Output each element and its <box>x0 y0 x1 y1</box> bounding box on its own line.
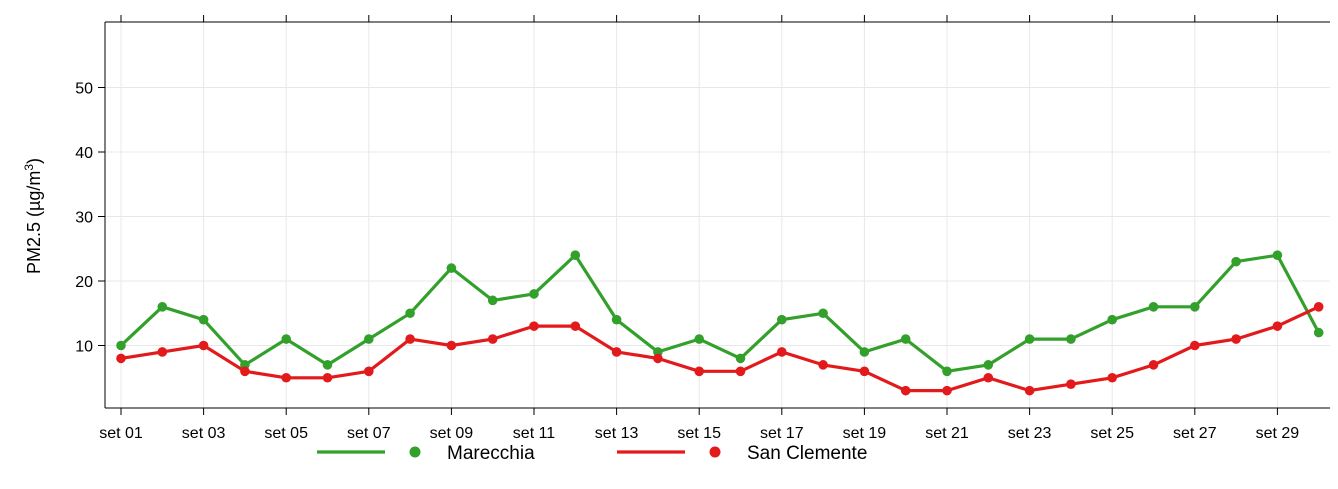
data-point <box>694 366 704 377</box>
legend-point-swatch <box>709 446 721 458</box>
x-tick-label: set 19 <box>843 425 887 442</box>
x-tick-label: set 15 <box>677 425 721 442</box>
data-point <box>818 308 828 319</box>
x-tick-label: set 21 <box>925 425 969 442</box>
legend-point-swatch <box>409 446 421 458</box>
series-layer <box>116 250 1324 396</box>
data-point <box>364 334 374 344</box>
data-point <box>694 334 704 344</box>
y-tick-label: 10 <box>75 339 93 356</box>
x-tick-label: set 01 <box>99 425 143 442</box>
data-point <box>198 340 209 351</box>
data-point <box>611 314 622 325</box>
data-point <box>116 340 126 351</box>
x-tick-label: set 27 <box>1173 425 1217 442</box>
y-tick-label: 40 <box>75 145 93 162</box>
x-tick-label: set 13 <box>595 425 639 442</box>
data-point <box>859 366 870 377</box>
series-line <box>119 253 1321 373</box>
data-point <box>322 372 333 383</box>
data-point <box>487 334 498 344</box>
x-tick-label: set 25 <box>1090 425 1134 442</box>
data-point <box>942 366 952 377</box>
data-point <box>983 360 994 370</box>
x-tick-label: set 29 <box>1256 425 1300 442</box>
x-tick-label: set 05 <box>264 425 308 442</box>
x-tick-label: set 23 <box>1008 425 1052 442</box>
legend-item: Marecchia <box>317 443 535 464</box>
legend: Marecchia San Clemente <box>317 443 867 464</box>
x-ticks: set 01 set 03 set 05 set 07 set 09 set 11 set … <box>99 15 1299 442</box>
data-point <box>818 360 828 370</box>
data-point <box>1066 334 1076 344</box>
data-point <box>611 347 622 357</box>
data-point <box>405 308 415 319</box>
data-point <box>1107 314 1117 325</box>
data-point <box>157 347 168 357</box>
data-point <box>446 340 457 351</box>
data-point <box>487 295 498 306</box>
data-point <box>1024 385 1035 396</box>
data-point <box>281 334 292 344</box>
series-marecchia <box>116 250 1324 377</box>
data-point <box>1313 302 1324 312</box>
data-point <box>859 347 870 357</box>
x-tick-label: set 11 <box>513 425 556 442</box>
data-point <box>322 360 333 370</box>
data-point <box>529 289 539 299</box>
x-tick-label: set 09 <box>430 425 474 442</box>
series-san-clemente <box>116 302 1324 396</box>
data-point <box>1066 379 1076 390</box>
data-point <box>446 263 457 273</box>
data-point <box>281 372 292 383</box>
data-point <box>116 353 126 364</box>
data-point <box>942 385 952 396</box>
data-point <box>1190 302 1200 312</box>
data-point <box>1231 334 1241 344</box>
x-tick-label: set 17 <box>760 425 804 442</box>
data-point <box>777 347 787 357</box>
data-point <box>157 302 168 312</box>
data-point <box>364 366 374 377</box>
y-tick-label: 20 <box>75 274 93 291</box>
data-point <box>653 353 663 364</box>
data-point <box>529 321 539 331</box>
data-point <box>1190 340 1200 351</box>
series-line <box>120 305 1320 393</box>
axes <box>104 21 1330 409</box>
data-point <box>198 314 209 325</box>
data-point <box>1231 256 1241 267</box>
data-point <box>983 372 994 383</box>
y-ticks: 10 20 30 40 50 <box>75 81 105 356</box>
y-axis-title-close: ) <box>24 158 44 164</box>
data-point <box>735 353 746 364</box>
data-point <box>1024 334 1035 344</box>
data-point <box>900 334 911 344</box>
data-point <box>1272 250 1283 260</box>
legend-label: San Clemente <box>747 443 867 464</box>
legend-item: San Clemente <box>617 443 867 464</box>
data-point <box>1107 372 1117 383</box>
y-tick-label: 50 <box>75 81 93 98</box>
data-point <box>1148 360 1159 370</box>
data-point <box>1313 327 1324 338</box>
data-point <box>735 366 746 377</box>
grid-lines <box>105 22 1330 408</box>
y-axis-title: PM2.5 (µg/m3) <box>22 158 44 274</box>
data-point <box>570 321 581 331</box>
data-point <box>1148 302 1159 312</box>
data-point <box>1272 321 1283 331</box>
x-tick-label: set 03 <box>182 425 226 442</box>
x-tick-label: set 07 <box>347 425 391 442</box>
legend-label: Marecchia <box>447 443 535 464</box>
data-point <box>777 314 787 325</box>
y-axis-title-superscript: 3 <box>22 164 36 171</box>
data-point <box>900 385 911 396</box>
y-tick-label: 30 <box>75 210 93 227</box>
data-point <box>405 334 415 344</box>
data-point <box>240 366 250 377</box>
data-point <box>570 250 581 260</box>
